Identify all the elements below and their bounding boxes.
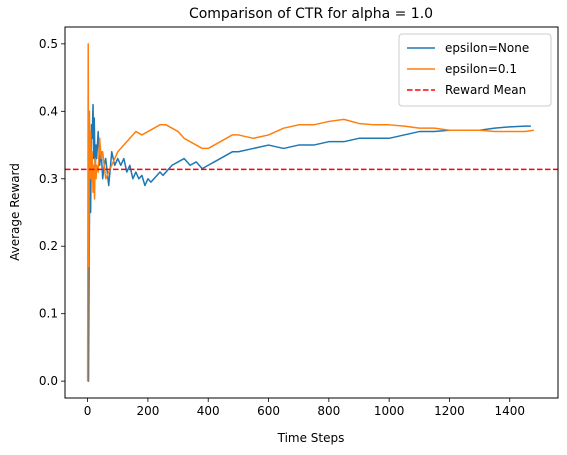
legend: epsilon=None epsilon=0.1 Reward Mean xyxy=(398,33,552,107)
y-tick-label: 0.5 xyxy=(39,37,58,51)
plot-content xyxy=(65,43,558,382)
x-axis-label: Time Steps xyxy=(277,431,345,445)
plot-frame xyxy=(64,26,559,399)
y-tick-label: 0.3 xyxy=(39,172,58,186)
y-tick-label: 0.2 xyxy=(39,239,58,253)
x-tick-label: 200 xyxy=(136,404,159,418)
x-tick-label: 1200 xyxy=(434,404,465,418)
y-tick-label: 0.0 xyxy=(39,374,58,388)
legend-label: epsilon=0.1 xyxy=(445,62,517,76)
y-tick-label: 0.4 xyxy=(39,104,58,118)
x-tick-label: 1400 xyxy=(494,404,525,418)
x-tick-label: 0 xyxy=(84,404,92,418)
y-axis: 0.0 0.1 0.2 0.3 0.4 0.5 xyxy=(39,37,65,388)
legend-label: epsilon=None xyxy=(445,41,529,55)
y-tick-label: 0.1 xyxy=(39,307,58,321)
x-tick-label: 400 xyxy=(197,404,220,418)
legend-box xyxy=(398,33,552,107)
x-axis: 0 200 400 600 800 1000 1200 1400 xyxy=(84,398,525,418)
series-line-epsilon-none xyxy=(87,103,531,382)
legend-label: Reward Mean xyxy=(445,83,526,97)
chart-title: Comparison of CTR for alpha = 1.0 xyxy=(189,6,433,22)
y-axis-label: Average Reward xyxy=(8,163,22,261)
x-tick-label: 600 xyxy=(257,404,280,418)
series-line-epsilon-0-1 xyxy=(86,43,534,382)
x-tick-label: 1000 xyxy=(374,404,405,418)
x-tick-label: 800 xyxy=(317,404,340,418)
